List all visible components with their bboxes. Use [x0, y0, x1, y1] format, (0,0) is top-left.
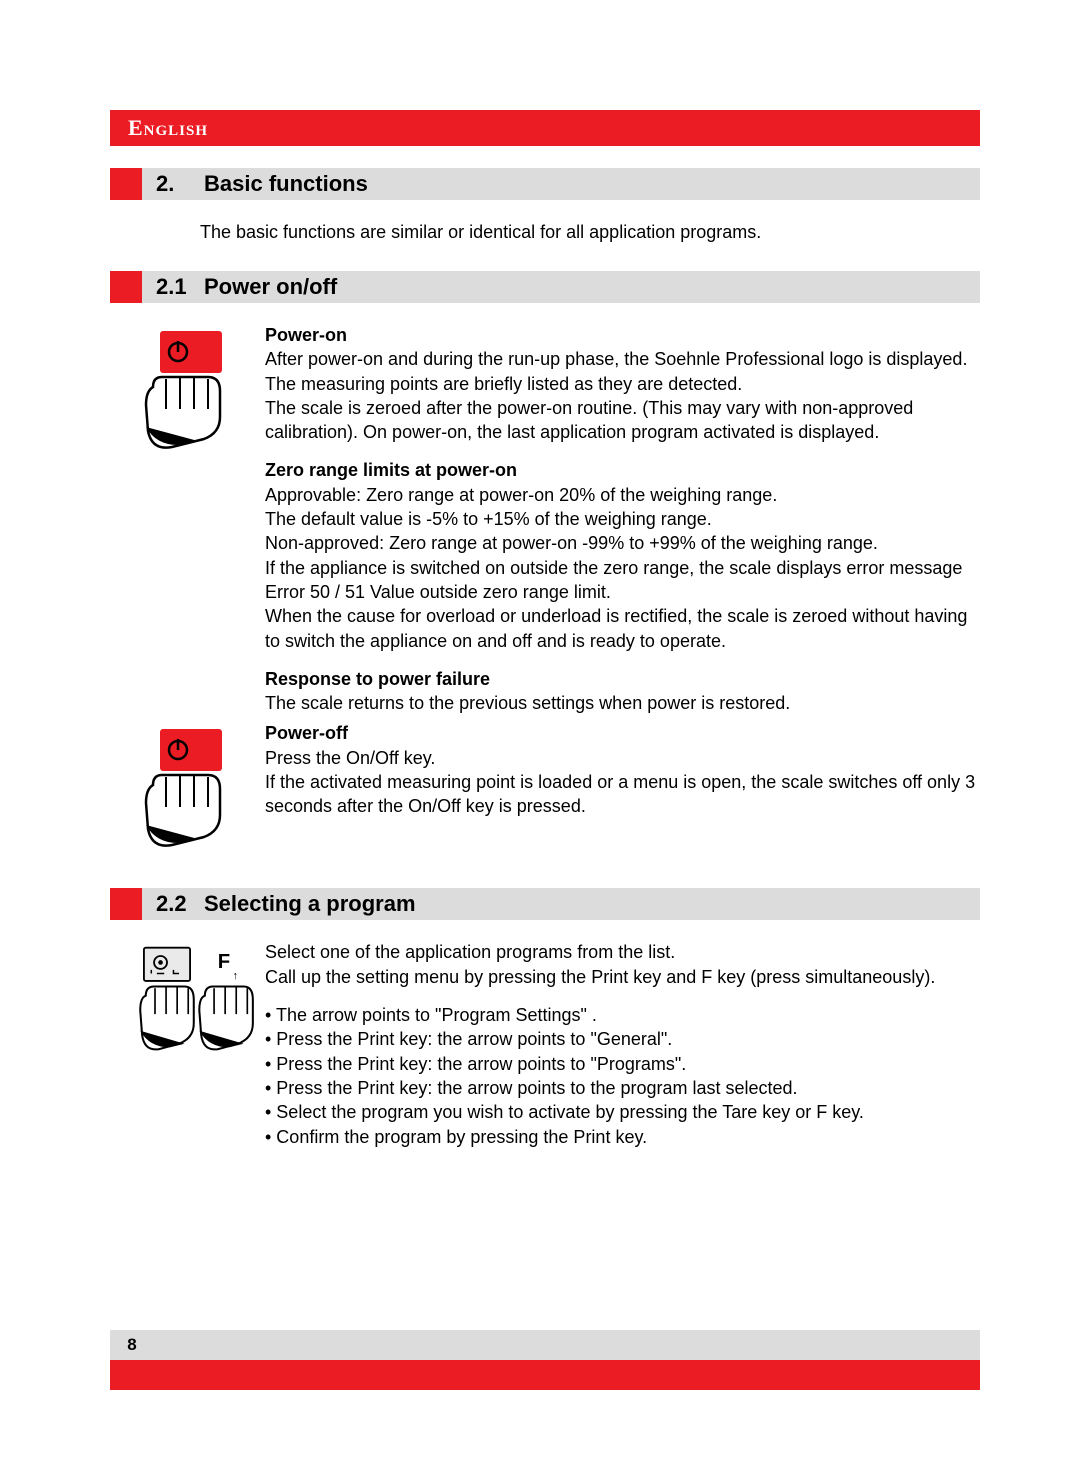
bullet-item: • Press the Print key: the arrow points …	[265, 1027, 980, 1051]
body-text: The measuring points are briefly listed …	[265, 372, 980, 396]
icon-column	[110, 721, 265, 860]
hand-power-icon	[138, 327, 248, 457]
red-accent-tab	[110, 888, 142, 920]
subsection-title: Selecting a program	[204, 891, 416, 917]
page-content: English 2. Basic functions The basic fun…	[110, 110, 980, 1149]
icon-column: F ↑	[110, 940, 265, 1148]
hand-power-icon	[138, 725, 248, 855]
body-text: The default value is -5% to +15% of the …	[265, 507, 980, 531]
red-accent-tab	[110, 271, 142, 303]
subsection-number: 2.2	[142, 891, 204, 917]
red-accent-tab	[110, 168, 142, 200]
bullet-item: • Press the Print key: the arrow points …	[265, 1076, 980, 1100]
body-text: When the cause for overload or underload…	[265, 604, 980, 653]
footer-red-bar	[110, 1360, 980, 1390]
body-text: Press the On/Off key.	[265, 746, 980, 770]
bullet-item: • Select the program you wish to activat…	[265, 1100, 980, 1124]
subsection-header-2-2: 2.2 Selecting a program	[110, 888, 980, 920]
body-text: Non-approved: Zero range at power-on -99…	[265, 531, 980, 555]
text-column: Select one of the application programs f…	[265, 940, 980, 1148]
body-text: The scale is zeroed after the power-on r…	[265, 396, 980, 445]
section-header: 2. Basic functions	[110, 168, 980, 200]
subsection-number: 2.1	[142, 274, 204, 300]
subsection-header-2-1: 2.1 Power on/off	[110, 271, 980, 303]
section-bar: 2. Basic functions	[142, 168, 980, 200]
svg-text:↑: ↑	[233, 971, 239, 983]
body-text: Select one of the application programs f…	[265, 940, 980, 964]
language-banner: English	[110, 110, 980, 146]
text-column: Power-off Press the On/Off key. If the a…	[265, 721, 980, 860]
text-column: Power-on After power-on and during the r…	[265, 323, 980, 715]
bullet-item: • The arrow points to "Program Settings"…	[265, 1003, 980, 1027]
bullet-list: • The arrow points to "Program Settings"…	[265, 1003, 980, 1149]
two-hands-keys-icon: F ↑	[138, 944, 268, 1064]
subsection-bar: 2.2 Selecting a program	[142, 888, 980, 920]
icon-column	[110, 323, 265, 715]
bullet-item: • Press the Print key: the arrow points …	[265, 1052, 980, 1076]
body-text: Approvable: Zero range at power-on 20% o…	[265, 483, 980, 507]
subsection-title: Power on/off	[204, 274, 337, 300]
section-title: Basic functions	[204, 171, 368, 197]
page-number: 8	[110, 1335, 154, 1355]
body-text: If the appliance is switched on outside …	[265, 556, 980, 605]
page-footer: 8	[110, 1330, 980, 1390]
footer-grey-bar: 8	[110, 1330, 980, 1360]
zero-range-heading: Zero range limits at power-on	[265, 458, 980, 482]
language-label: English	[128, 115, 208, 141]
body-text: Call up the setting menu by pressing the…	[265, 965, 980, 989]
power-off-heading: Power-off	[265, 721, 980, 745]
subsection-bar: 2.1 Power on/off	[142, 271, 980, 303]
intro-text: The basic functions are similar or ident…	[200, 222, 980, 243]
body-text: After power-on and during the run-up pha…	[265, 347, 980, 371]
select-program-block: F ↑ Select one of the application progra…	[110, 940, 980, 1148]
power-on-block: Power-on After power-on and during the r…	[110, 323, 980, 715]
svg-text:F: F	[218, 951, 230, 973]
power-off-block: Power-off Press the On/Off key. If the a…	[110, 721, 980, 860]
body-text: The scale returns to the previous settin…	[265, 691, 980, 715]
body-text: If the activated measuring point is load…	[265, 770, 980, 819]
power-failure-heading: Response to power failure	[265, 667, 980, 691]
section-number: 2.	[142, 171, 204, 197]
bullet-item: • Confirm the program by pressing the Pr…	[265, 1125, 980, 1149]
power-on-heading: Power-on	[265, 323, 980, 347]
